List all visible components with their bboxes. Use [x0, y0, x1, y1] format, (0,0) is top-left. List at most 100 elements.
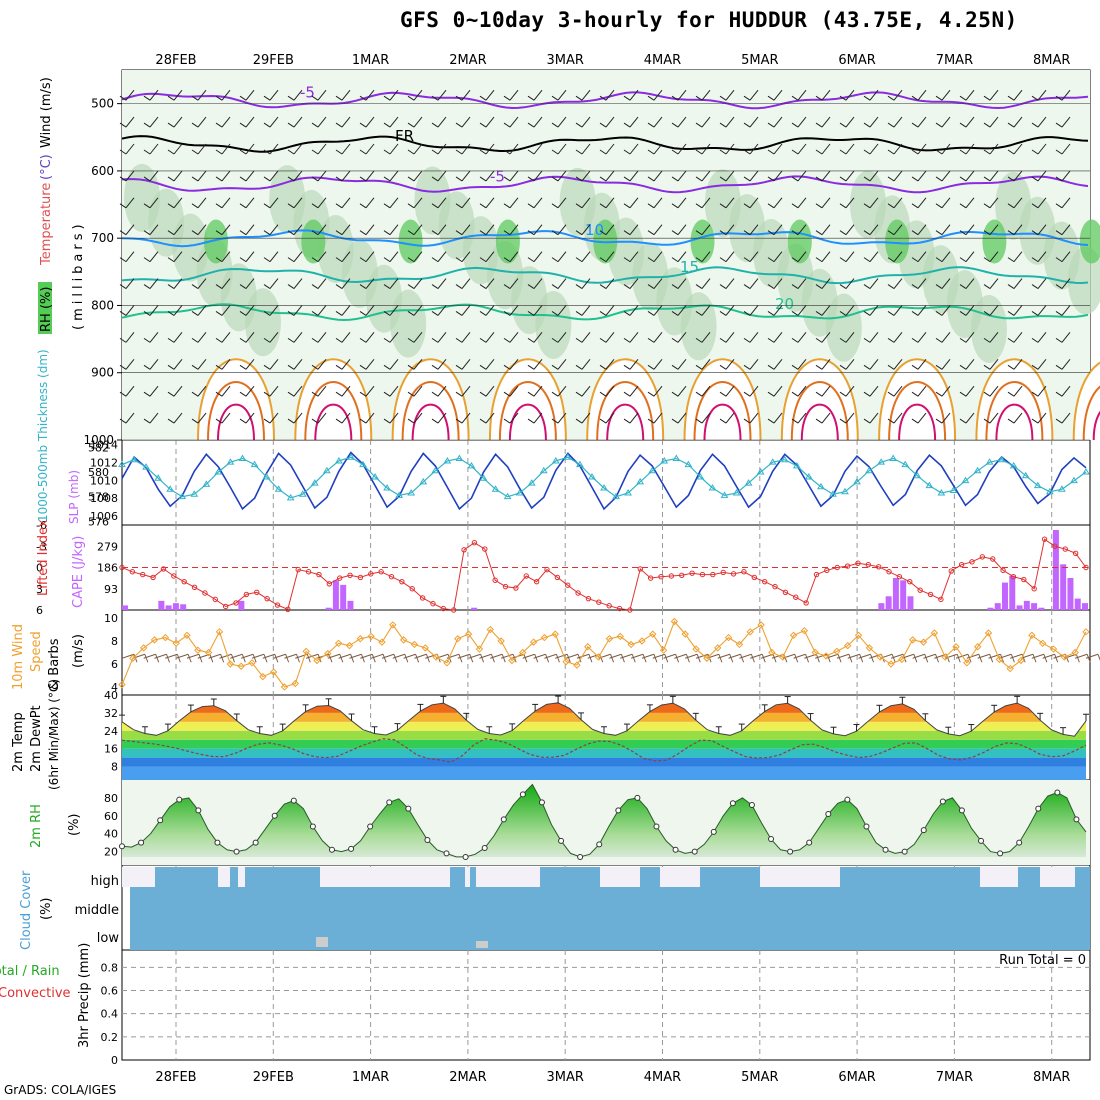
wind-barb-flag — [935, 95, 943, 101]
wind-barb-flag — [719, 364, 727, 370]
wind-barb-flag — [887, 176, 895, 182]
wind-barb-flag — [631, 654, 636, 663]
precip-panel: 00.20.40.60.8 — [101, 961, 1090, 1067]
li-point — [699, 571, 706, 578]
wind-barb-flag — [1031, 149, 1039, 155]
wind-barb — [509, 89, 519, 101]
isotherm-arch — [488, 358, 567, 441]
wind-barb — [845, 116, 855, 128]
wind-barb — [317, 278, 327, 289]
wind-barb-flag — [935, 257, 943, 263]
cloud-gap — [122, 867, 155, 887]
cape-bar — [878, 603, 885, 610]
wind-barb-flag — [870, 654, 875, 663]
li-tick-label: 6 — [36, 604, 43, 617]
wind-barb-flag — [191, 257, 199, 263]
wind-barb-flag — [431, 149, 439, 155]
cloud-level-label: high — [91, 874, 119, 889]
li-point — [741, 569, 747, 575]
li-point — [782, 589, 789, 595]
rh-point — [939, 798, 946, 805]
thickness-point — [479, 474, 488, 481]
wind-barb — [869, 385, 879, 397]
wind-barb-flag — [671, 203, 679, 209]
li-point — [865, 561, 872, 568]
wind-barb — [461, 385, 471, 397]
wind-barb-flag — [1055, 337, 1063, 343]
wind-barb — [941, 358, 951, 370]
thickness-point — [600, 484, 608, 491]
wind-barb-flag — [675, 654, 680, 663]
wind-barb — [557, 412, 567, 424]
wind-barb-flag — [575, 176, 583, 182]
wind-barb-flag — [863, 337, 871, 343]
wind-barb-flag — [623, 203, 631, 209]
rh-contour-blob — [680, 292, 717, 361]
wind-barb — [836, 653, 850, 659]
wind-barb-flag — [359, 230, 367, 236]
wind-barb — [125, 412, 135, 424]
wind-barb-flag — [285, 654, 290, 663]
wind-barb — [605, 412, 615, 424]
wind-barb — [125, 305, 135, 316]
cape-tick-label: 279 — [97, 540, 118, 553]
bottom-date-label: 29FEB — [253, 1070, 294, 1085]
wind-barb-flag — [239, 284, 247, 289]
wind-barb-flag — [263, 203, 271, 209]
wind-barb — [1013, 116, 1023, 128]
wind-barb — [581, 89, 591, 101]
wind-barb-flag — [791, 230, 799, 236]
li-point — [927, 591, 934, 598]
wind-barb — [989, 170, 999, 182]
wind-speed-point — [703, 654, 711, 662]
wind-barb-flag — [241, 654, 246, 663]
wind-barb — [317, 305, 327, 316]
cape-bar — [158, 600, 165, 610]
top-date-label: 2MAR — [449, 53, 486, 68]
wind-barb-flag — [551, 391, 559, 397]
wind-barb-flag — [1055, 364, 1063, 370]
wind-barb — [365, 251, 375, 262]
wind-tick-label: 10 — [104, 612, 118, 625]
wind-barb — [125, 251, 135, 262]
wind-barb — [557, 278, 567, 289]
wind-barb — [1037, 412, 1047, 424]
wind-barb — [739, 653, 752, 659]
wind-barb-flag — [863, 364, 871, 370]
wind-barb — [773, 251, 783, 262]
wind-speed-point — [919, 638, 928, 646]
wind-barb-flag — [263, 95, 271, 101]
wind-barb-flag — [647, 122, 655, 128]
li-point — [813, 571, 820, 578]
wind-barb — [125, 143, 135, 155]
wind-speed-point — [259, 672, 267, 681]
upper-air-ylabel: RH (%) Temperature (°C) Wind (m/s) (mill… — [39, 77, 86, 332]
wind-barb-flag — [761, 654, 766, 663]
wind-barb-flag — [503, 391, 511, 397]
isotherm-arch — [391, 358, 470, 441]
chart-title: GFS 0~10day 3-hourly for HUDDUR (43.75E,… — [400, 8, 1018, 32]
wind-barb-flag — [415, 654, 420, 663]
wind-speed-point — [1071, 648, 1079, 657]
minmax-label: (6hr Min/Max) (°C) — [47, 679, 61, 790]
wind-barb — [869, 143, 879, 155]
wind-barb-flag — [287, 337, 295, 343]
wind-tick-label: 6 — [111, 658, 118, 671]
wind-barb — [509, 224, 519, 236]
cape-bar — [1023, 600, 1030, 610]
wind-barb-flag — [455, 176, 463, 182]
wind-barb — [605, 305, 615, 316]
wind-barb-flag — [231, 654, 235, 663]
wind-barb — [197, 224, 207, 236]
thickness-point — [298, 490, 307, 497]
temp-band — [122, 702, 1086, 704]
wind-barb-flag — [791, 149, 799, 155]
wind-barb — [269, 197, 279, 209]
wind-barb-flag — [599, 122, 607, 128]
wind-barb — [797, 224, 807, 236]
wind-barb — [941, 224, 951, 236]
temp-tick-label: 40 — [104, 689, 118, 702]
wind-barb — [965, 332, 975, 343]
li-point — [793, 594, 799, 600]
wind-barb-flag — [311, 203, 319, 209]
